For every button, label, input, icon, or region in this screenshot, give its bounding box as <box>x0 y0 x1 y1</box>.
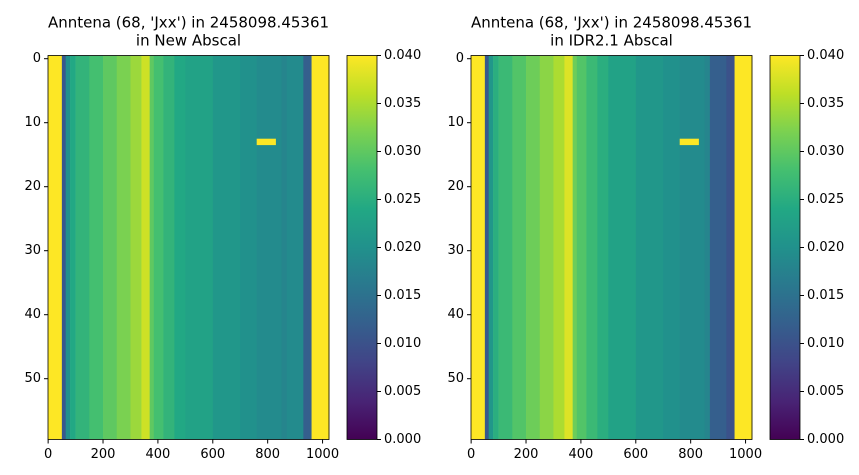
heat-cell <box>103 55 118 440</box>
axes-frame <box>47 55 330 440</box>
heat-cell <box>663 55 680 440</box>
colorbar-tick-label: 0.020 <box>807 240 844 255</box>
heat-cell <box>726 55 735 440</box>
heat-cell <box>240 55 257 440</box>
colorbar-tick-label: 0.000 <box>384 432 421 447</box>
x-tick-label: 400 <box>568 447 593 462</box>
y-tick-label: 40 <box>24 307 41 322</box>
y-tick-label: 20 <box>447 179 464 194</box>
heat-cell <box>526 55 541 440</box>
heat-cell <box>303 55 312 440</box>
axes-frame <box>470 55 753 440</box>
heat-cell <box>586 55 598 440</box>
colorbar-tick-label: 0.040 <box>807 48 844 63</box>
y-tick-label: 30 <box>24 243 41 258</box>
heat-cell <box>704 55 711 440</box>
heat-cell <box>212 55 241 440</box>
heat-cell <box>75 55 90 440</box>
heat-cell <box>734 55 753 440</box>
chart-title: in IDR2.1 Abscal <box>550 32 673 50</box>
colorbar-tick-label: 0.025 <box>384 192 421 207</box>
x-tick-label: 400 <box>145 447 170 462</box>
y-tick-label: 10 <box>447 115 464 130</box>
flag-segment <box>256 138 276 146</box>
colorbar-tick-label: 0.035 <box>807 96 844 111</box>
x-tick-label: 600 <box>623 447 648 462</box>
heat-cell <box>61 55 66 440</box>
heat-cell <box>286 55 304 440</box>
heat-cell <box>311 55 330 440</box>
y-tick-label: 0 <box>456 51 464 66</box>
chart-title: Anntena (68, 'Jxx') in 2458098.45361 <box>48 14 329 32</box>
heat-cell <box>153 55 164 440</box>
colorbar-tick-label: 0.025 <box>807 192 844 207</box>
heat-cell <box>89 55 104 440</box>
colorbar-tick-label: 0.020 <box>384 240 421 255</box>
heat-cell <box>65 55 71 440</box>
heat-cell <box>149 55 155 440</box>
y-tick-label: 10 <box>24 115 41 130</box>
y-tick-label: 30 <box>447 243 464 258</box>
colorbar-tick-label: 0.015 <box>807 288 844 303</box>
heat-cell <box>48 55 63 440</box>
x-tick-label: 600 <box>200 447 225 462</box>
heat-cell <box>471 55 486 440</box>
heat-cell <box>597 55 609 440</box>
heat-cell <box>116 55 131 440</box>
heat-cell <box>539 55 554 440</box>
heat-cell <box>512 55 527 440</box>
y-tick-label: 0 <box>33 51 41 66</box>
chart-title: in New Abscal <box>136 32 241 50</box>
heat-cell <box>608 55 637 440</box>
heat-cell <box>572 55 578 440</box>
y-tick-label: 50 <box>24 371 41 386</box>
y-tick-label: 20 <box>24 179 41 194</box>
heat-cell <box>163 55 175 440</box>
heat-cell <box>281 55 288 440</box>
heat-cell <box>635 55 664 440</box>
heat-cell <box>488 55 494 440</box>
x-tick-label: 800 <box>678 447 703 462</box>
x-tick-label: 200 <box>91 447 116 462</box>
heat-cell <box>498 55 513 440</box>
colorbar-tick-label: 0.035 <box>384 96 421 111</box>
colorbar-tick-label: 0.030 <box>807 144 844 159</box>
heat-cell <box>185 55 214 440</box>
x-tick-label: 0 <box>44 447 52 462</box>
heat-cell <box>70 55 76 440</box>
colorbar-tick-label: 0.005 <box>807 384 844 399</box>
x-tick-label: 1000 <box>306 447 339 462</box>
colorbar-tick-label: 0.015 <box>384 288 421 303</box>
x-tick-label: 1000 <box>729 447 762 462</box>
heat-cell <box>553 55 565 440</box>
chart-title: Anntena (68, 'Jxx') in 2458098.45361 <box>471 14 752 32</box>
heat-cell <box>130 55 142 440</box>
colorbar-tick-label: 0.010 <box>384 336 421 351</box>
heat-cell <box>709 55 727 440</box>
colorbar <box>769 55 801 440</box>
colorbar-tick-label: 0.010 <box>807 336 844 351</box>
y-tick-label: 40 <box>447 307 464 322</box>
heat-cell <box>174 55 186 440</box>
x-tick-label: 200 <box>514 447 539 462</box>
heat-cell <box>256 55 282 440</box>
x-tick-label: 0 <box>467 447 475 462</box>
x-tick-label: 800 <box>255 447 280 462</box>
heat-cell <box>564 55 573 440</box>
flag-segment <box>679 138 699 146</box>
colorbar-tick-label: 0.000 <box>807 432 844 447</box>
heat-cell <box>141 55 150 440</box>
colorbar-tick-label: 0.040 <box>384 48 421 63</box>
y-tick-label: 50 <box>447 371 464 386</box>
heat-cell <box>493 55 499 440</box>
heat-cell <box>576 55 587 440</box>
heat-cell <box>679 55 705 440</box>
heat-cell <box>484 55 489 440</box>
colorbar <box>346 55 378 440</box>
colorbar-tick-label: 0.030 <box>384 144 421 159</box>
colorbar-tick-label: 0.005 <box>384 384 421 399</box>
